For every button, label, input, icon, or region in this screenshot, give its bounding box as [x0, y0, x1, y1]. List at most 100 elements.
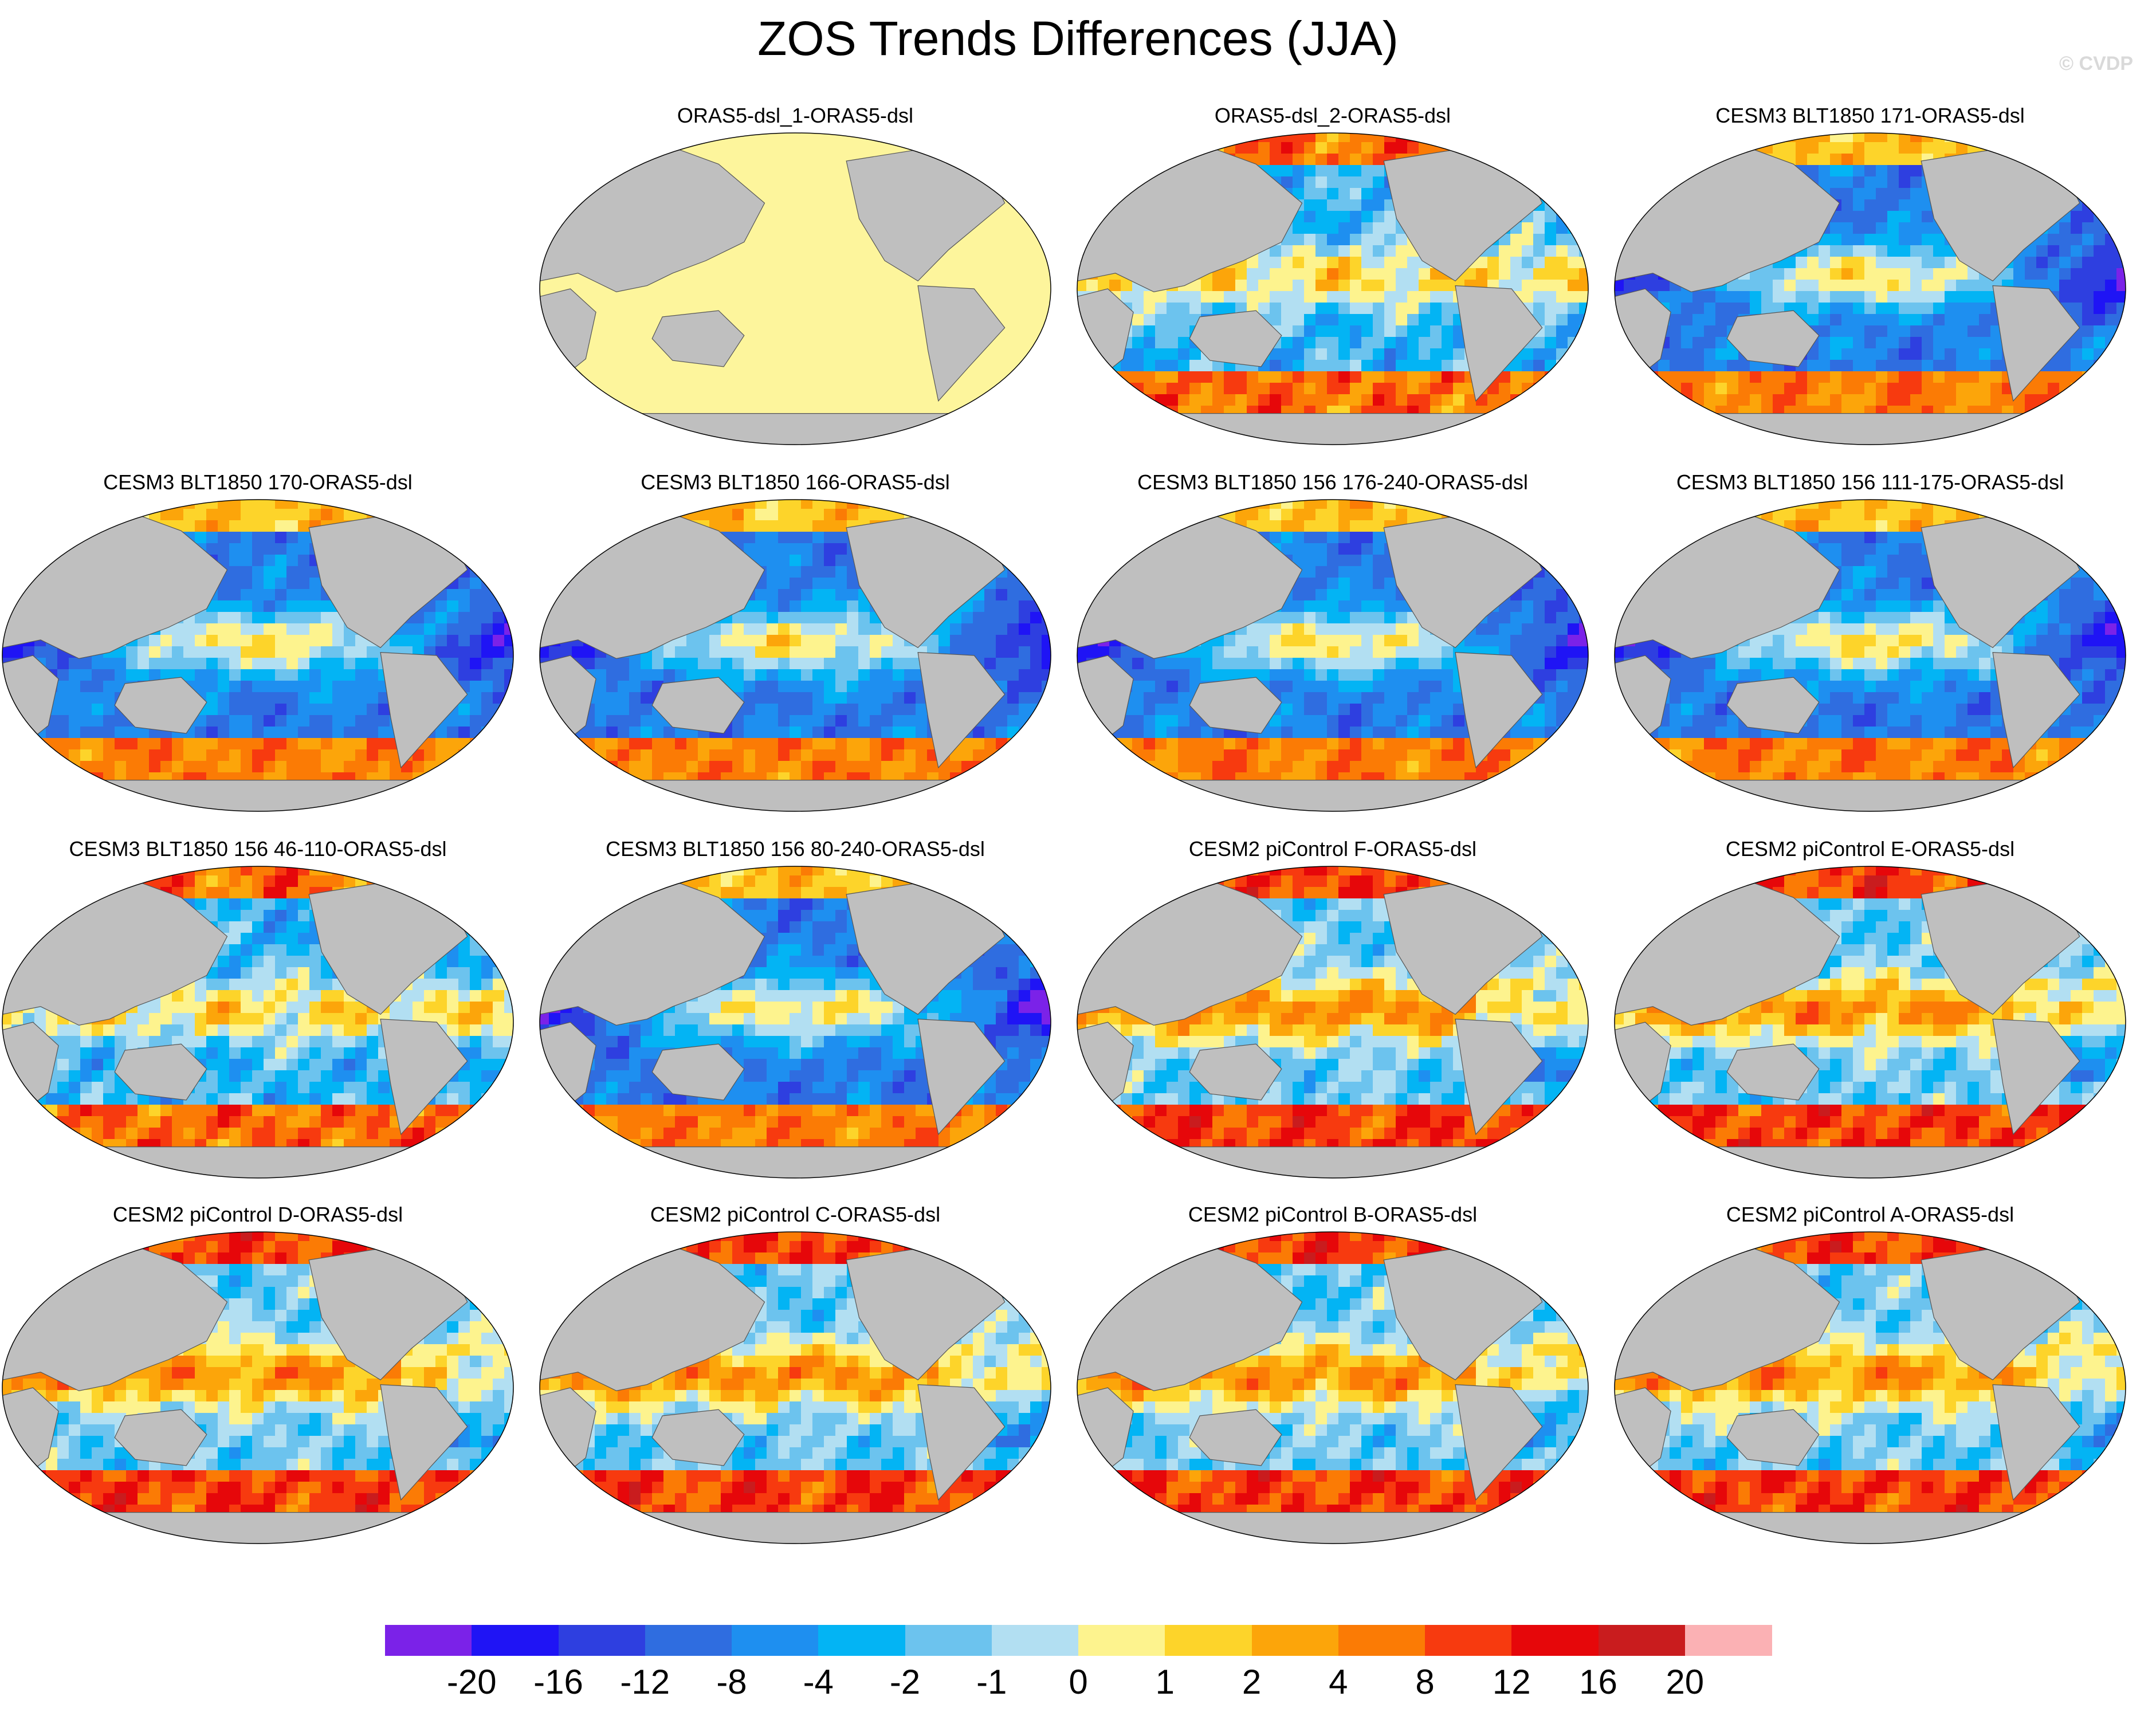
land-mass	[2, 780, 513, 811]
colorbar-swatch	[991, 1625, 1079, 1656]
colorbar-tick-label: 8	[1415, 1663, 1435, 1701]
land-mass	[917, 1384, 1006, 1501]
map-outline	[2, 866, 514, 1179]
world-map	[1077, 499, 1589, 812]
land-mass	[1726, 677, 1820, 734]
land-mass	[1077, 780, 1588, 811]
colorbar-tick-label: -20	[446, 1663, 497, 1701]
land-mass	[1726, 310, 1820, 367]
map-outline	[539, 866, 1051, 1179]
land-mass	[1726, 1043, 1820, 1101]
land-mass	[1992, 1018, 2080, 1136]
colorbar-swatch	[1425, 1625, 1512, 1656]
land-mass	[1455, 285, 1543, 402]
map-outline	[539, 499, 1051, 812]
panel-title: CESM2 piControl C-ORAS5-dsl	[650, 1203, 941, 1226]
colorbar-tick-label: 4	[1329, 1663, 1348, 1701]
colorbar-swatch	[732, 1625, 819, 1656]
panel-title: CESM3 BLT1850 171-ORAS5-dsl	[1715, 104, 2025, 127]
world-map	[2, 866, 514, 1179]
world-map	[1077, 132, 1589, 445]
map-panel: CESM3 BLT1850 170-ORAS5-dsl	[0, 470, 516, 825]
land-mass	[1189, 310, 1282, 367]
colorbar	[385, 1625, 1772, 1656]
map-panel: CESM3 BLT1850 156 176-240-ORAS5-dsl	[1075, 470, 1591, 825]
map-panel: ORAS5-dsl_2-ORAS5-dsl	[1075, 103, 1591, 458]
map-panel: CESM2 piControl A-ORAS5-dsl	[1612, 1202, 2128, 1557]
colorbar-tick-label: -8	[716, 1663, 747, 1701]
colorbar-swatch	[1165, 1625, 1252, 1656]
map-outline	[2, 499, 514, 812]
panel-title: CESM2 piControl E-ORAS5-dsl	[1725, 837, 2015, 861]
world-map	[539, 1231, 1051, 1544]
land-mass	[2, 1512, 513, 1544]
land-mass	[1992, 1384, 2080, 1501]
colorbar-swatch	[558, 1625, 646, 1656]
panel-title: CESM3 BLT1850 156 176-240-ORAS5-dsl	[1137, 470, 1528, 494]
colorbar-tick-label: -1	[976, 1663, 1007, 1701]
world-map	[539, 499, 1051, 812]
land-mass	[917, 651, 1006, 769]
land-mass	[1615, 780, 2126, 811]
world-map	[1077, 866, 1589, 1179]
panel-title: CESM3 BLT1850 170-ORAS5-dsl	[103, 470, 413, 494]
watermark: © CVDP	[2059, 53, 2133, 74]
panel-title: CESM3 BLT1850 156 111-175-ORAS5-dsl	[1676, 470, 2064, 494]
map-panel: CESM3 BLT1850 156 111-175-ORAS5-dsl	[1612, 470, 2128, 825]
map-panel: CESM2 piControl D-ORAS5-dsl	[0, 1202, 516, 1557]
land-mass	[114, 677, 207, 734]
world-map	[1614, 866, 2126, 1179]
map-panel: CESM3 BLT1850 166-ORAS5-dsl	[537, 470, 1053, 825]
land-mass	[114, 1043, 207, 1101]
land-mass	[651, 310, 745, 367]
panel-title: CESM3 BLT1850 156 80-240-ORAS5-dsl	[606, 837, 985, 861]
map-outline	[2, 1231, 514, 1544]
colorbar-tick-label: 12	[1492, 1663, 1531, 1701]
land-mass	[917, 1018, 1006, 1136]
colorbar-tick-label: 16	[1579, 1663, 1617, 1701]
map-panel: CESM3 BLT1850 171-ORAS5-dsl	[1612, 103, 2128, 458]
land-mass	[540, 780, 1051, 811]
land-mass	[1455, 1018, 1543, 1136]
colorbar-tick-label: -2	[889, 1663, 921, 1701]
map-panel: CESM2 piControl B-ORAS5-dsl	[1075, 1202, 1591, 1557]
map-outline	[1077, 866, 1589, 1179]
land-mass	[2, 1146, 513, 1178]
map-outline	[1614, 132, 2126, 445]
land-mass	[540, 1512, 1051, 1544]
colorbar-swatch	[905, 1625, 992, 1656]
panel-title: ORAS5-dsl_1-ORAS5-dsl	[677, 104, 914, 127]
world-map	[1614, 1231, 2126, 1544]
map-panel: CESM3 BLT1850 156 46-110-ORAS5-dsl	[0, 837, 516, 1192]
colorbar-swatch	[818, 1625, 905, 1656]
colorbar-swatch	[385, 1625, 472, 1656]
colorbar-tick-label: 2	[1242, 1663, 1262, 1701]
colorbar-swatch	[1684, 1625, 1772, 1656]
panel-title: CESM2 piControl B-ORAS5-dsl	[1188, 1203, 1478, 1226]
land-mass	[1455, 1384, 1543, 1501]
panel-title: CESM2 piControl D-ORAS5-dsl	[112, 1203, 403, 1226]
world-map	[1614, 132, 2126, 445]
map-outline	[539, 1231, 1051, 1544]
colorbar-tick-label: 0	[1069, 1663, 1088, 1701]
land-mass	[380, 651, 468, 769]
land-mass	[1077, 1146, 1588, 1178]
colorbar-tick-label: -4	[803, 1663, 834, 1701]
map-outline	[1077, 499, 1589, 812]
panel-title: CESM3 BLT1850 166-ORAS5-dsl	[641, 470, 950, 494]
land-mass	[1726, 1409, 1820, 1466]
colorbar-tick-label: -16	[533, 1663, 583, 1701]
land-mass	[1455, 651, 1543, 769]
world-map	[2, 1231, 514, 1544]
colorbar-tick-label: 1	[1155, 1663, 1175, 1701]
world-map	[2, 499, 514, 812]
land-mass	[1189, 1043, 1282, 1101]
map-outline	[1614, 499, 2126, 812]
colorbar-swatch	[645, 1625, 732, 1656]
world-map	[1077, 1231, 1589, 1544]
land-mass	[1189, 677, 1282, 734]
land-mass	[380, 1384, 468, 1501]
land-mass	[380, 1018, 468, 1136]
map-outline	[1077, 132, 1589, 445]
land-mass	[1992, 285, 2080, 402]
